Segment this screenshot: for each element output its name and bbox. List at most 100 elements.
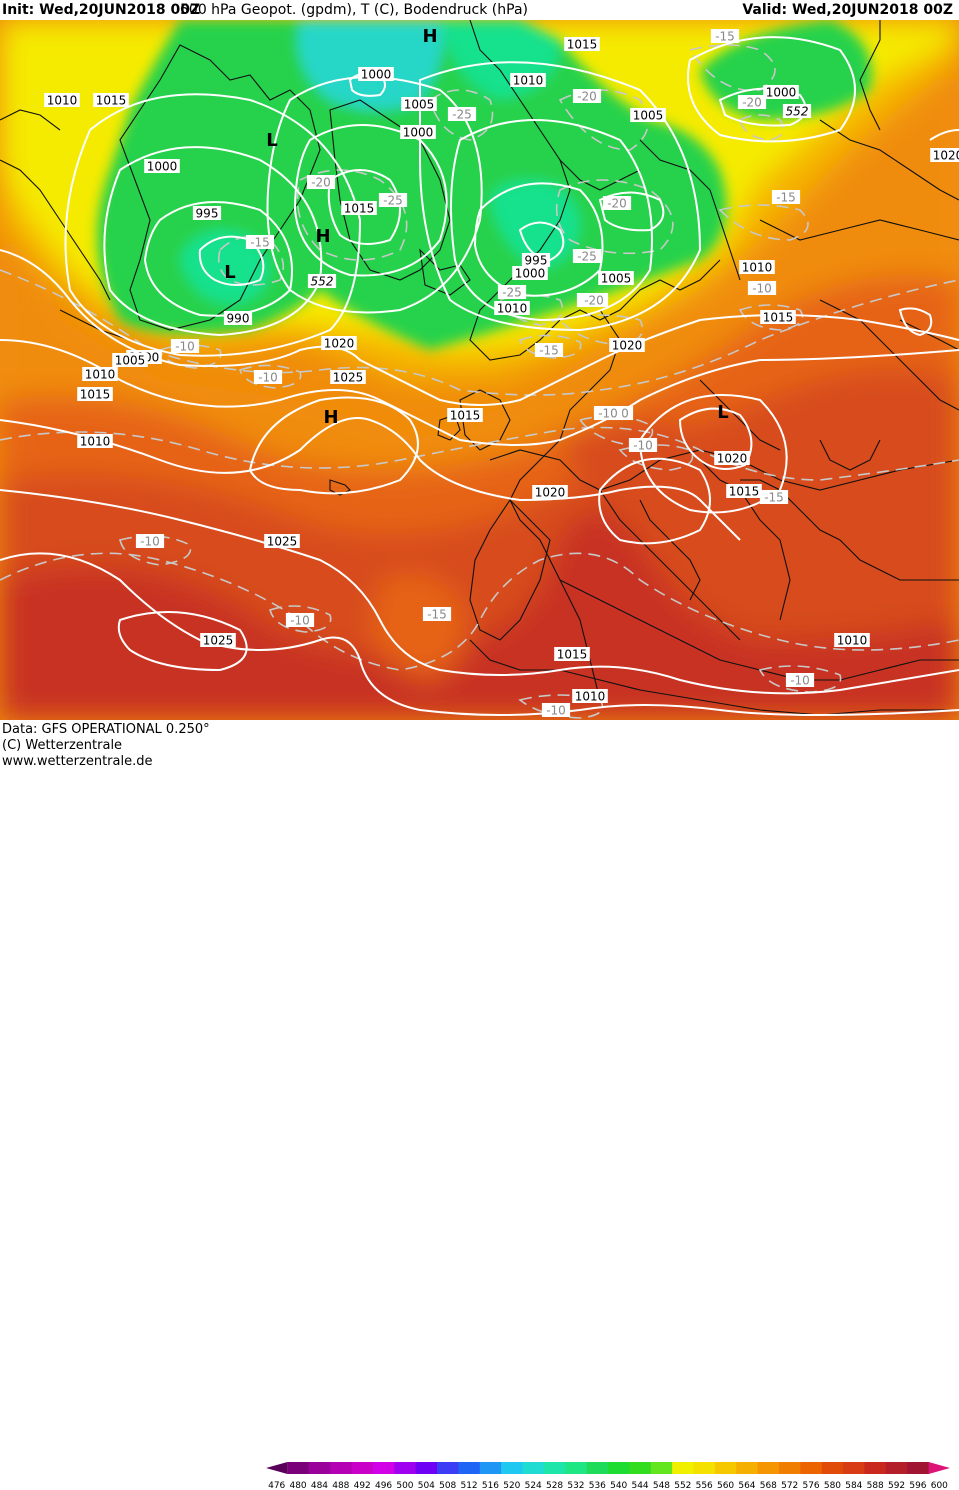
colorbar-swatch [522, 1462, 545, 1474]
colorbar-tick-label: 504 [418, 1481, 435, 1490]
svg-text:-20: -20 [742, 96, 762, 110]
svg-text:552: 552 [311, 275, 334, 289]
svg-text:1010: 1010 [80, 435, 111, 449]
colorbar-swatch [928, 1462, 950, 1474]
svg-text:1010: 1010 [85, 368, 116, 382]
svg-text:1005: 1005 [633, 109, 664, 123]
svg-text:1015: 1015 [344, 202, 375, 216]
colorbar-tick-label: 588 [867, 1481, 884, 1490]
isobar-label: 1005 [112, 353, 148, 368]
pressure-center-l: L [717, 402, 728, 423]
pressure-center-l: L [224, 262, 235, 283]
isobar-label: 1010 [44, 93, 80, 108]
isotherm-label: -10 [170, 339, 200, 354]
svg-text:1000: 1000 [361, 68, 392, 82]
colorbar-tick-label: 512 [460, 1481, 477, 1490]
svg-text:-10: -10 [258, 371, 278, 385]
isobar-label: 1015 [447, 408, 483, 423]
isobar-label: 1000 [144, 159, 180, 174]
svg-text:1025: 1025 [333, 371, 364, 385]
isotherm-label: -10 [747, 281, 777, 296]
isobar-label: 1005 [598, 271, 634, 286]
svg-text:-20: -20 [577, 90, 597, 104]
svg-text:1005: 1005 [601, 272, 632, 286]
colorbar-swatch [608, 1462, 630, 1474]
svg-text:1020: 1020 [324, 337, 355, 351]
isobar-label: 995 [192, 206, 222, 221]
isobar-label: 1010 [510, 73, 546, 88]
isobar-label: 1000 [358, 67, 394, 82]
colorbar-tick-label: 484 [311, 1481, 328, 1490]
colorbar-tick-label: 520 [503, 1481, 520, 1490]
colorbar-swatch [672, 1462, 694, 1474]
svg-text:1010: 1010 [513, 74, 544, 88]
isobar-label: 1005 [630, 108, 666, 123]
svg-text:-10: -10 [598, 407, 618, 421]
svg-text:-25: -25 [577, 250, 597, 264]
svg-text:1020: 1020 [933, 149, 959, 163]
colorbar-tick-label: 556 [696, 1481, 713, 1490]
svg-text:1010: 1010 [742, 261, 773, 275]
svg-text:-20: -20 [584, 294, 604, 308]
svg-text:-15: -15 [539, 344, 559, 358]
colorbar-tick-label: 552 [674, 1481, 691, 1490]
colorbar-swatch [714, 1462, 737, 1474]
svg-text:1015: 1015 [557, 648, 588, 662]
colorbar-tick-label: 592 [888, 1481, 905, 1490]
svg-text:1025: 1025 [203, 634, 234, 648]
svg-text:-10: -10 [175, 340, 195, 354]
svg-text:-10: -10 [140, 535, 160, 549]
svg-text:1010: 1010 [575, 690, 606, 704]
map-header: Init: Wed,20JUN2018 00Z 500 hPa Geopot. … [0, 0, 959, 20]
coastlines [0, 20, 959, 716]
pressure-center-h: H [323, 407, 338, 428]
svg-text:-15: -15 [776, 191, 796, 205]
svg-text:1005: 1005 [404, 98, 435, 112]
colorbar-swatch [394, 1462, 417, 1474]
pressure-center-h: H [315, 226, 330, 247]
svg-text:1025: 1025 [267, 535, 298, 549]
svg-text:1015: 1015 [729, 485, 760, 499]
colorbar-tick-label: 516 [482, 1481, 499, 1490]
isotherm-label: -20 [572, 89, 602, 104]
isobar-label: 1010 [77, 434, 113, 449]
svg-text:-10: -10 [290, 614, 310, 628]
isotherm-label: -10 [135, 534, 165, 549]
isobar-label: 1015 [726, 484, 762, 499]
colorbar-tick-label: 536 [589, 1481, 606, 1490]
isotherm-label: -15 [771, 190, 801, 205]
isotherm-label: -25 [572, 249, 602, 264]
colorbar-tick-label: 524 [525, 1481, 542, 1490]
isobar-label: 1010 [739, 260, 775, 275]
website-link[interactable]: www.wetterzentrale.de [2, 754, 153, 769]
isobar-label: 1020 [714, 451, 750, 466]
svg-text:1020: 1020 [535, 486, 566, 500]
isotherm-label: -25 [378, 193, 408, 208]
colorbar-tick-label: 496 [375, 1481, 392, 1490]
colorbar-tick-label: 560 [717, 1481, 734, 1490]
svg-text:1000: 1000 [403, 126, 434, 140]
pressure-center-l: L [266, 130, 277, 151]
svg-text:990: 990 [227, 312, 250, 326]
svg-text:-10: -10 [790, 674, 810, 688]
svg-text:-15: -15 [764, 491, 784, 505]
colorbar-legend: 476 480 484 488 492 496 500 504 508 512 516 520 524 5… [266, 1462, 950, 1490]
pressure-center-h: H [422, 26, 437, 47]
colorbar-tick-label: 488 [332, 1481, 349, 1490]
isotherm-label: -15 [422, 607, 452, 622]
colorbar-tick-label: 544 [631, 1481, 648, 1490]
isobar-label: 1020 [321, 336, 357, 351]
isobar-label: 1015 [564, 37, 600, 52]
isotherm-label: -10 [541, 703, 571, 718]
isotherm-label: -15 [710, 29, 740, 44]
map-title: 500 hPa Geopot. (gpdm), T (C), Bodendruc… [180, 2, 528, 18]
isobar-label: 1005 [401, 97, 437, 112]
colorbar-tick-label: 580 [824, 1481, 841, 1490]
colorbar-swatch [779, 1462, 801, 1474]
colorbar-swatch [821, 1462, 844, 1474]
colorbar-tick-label: 600 [931, 1481, 948, 1490]
isobar-label: 1020 [609, 338, 645, 353]
colorbar-swatch [415, 1462, 438, 1474]
isotherm-label: -10 [785, 673, 815, 688]
colorbar-swatch [800, 1462, 823, 1474]
